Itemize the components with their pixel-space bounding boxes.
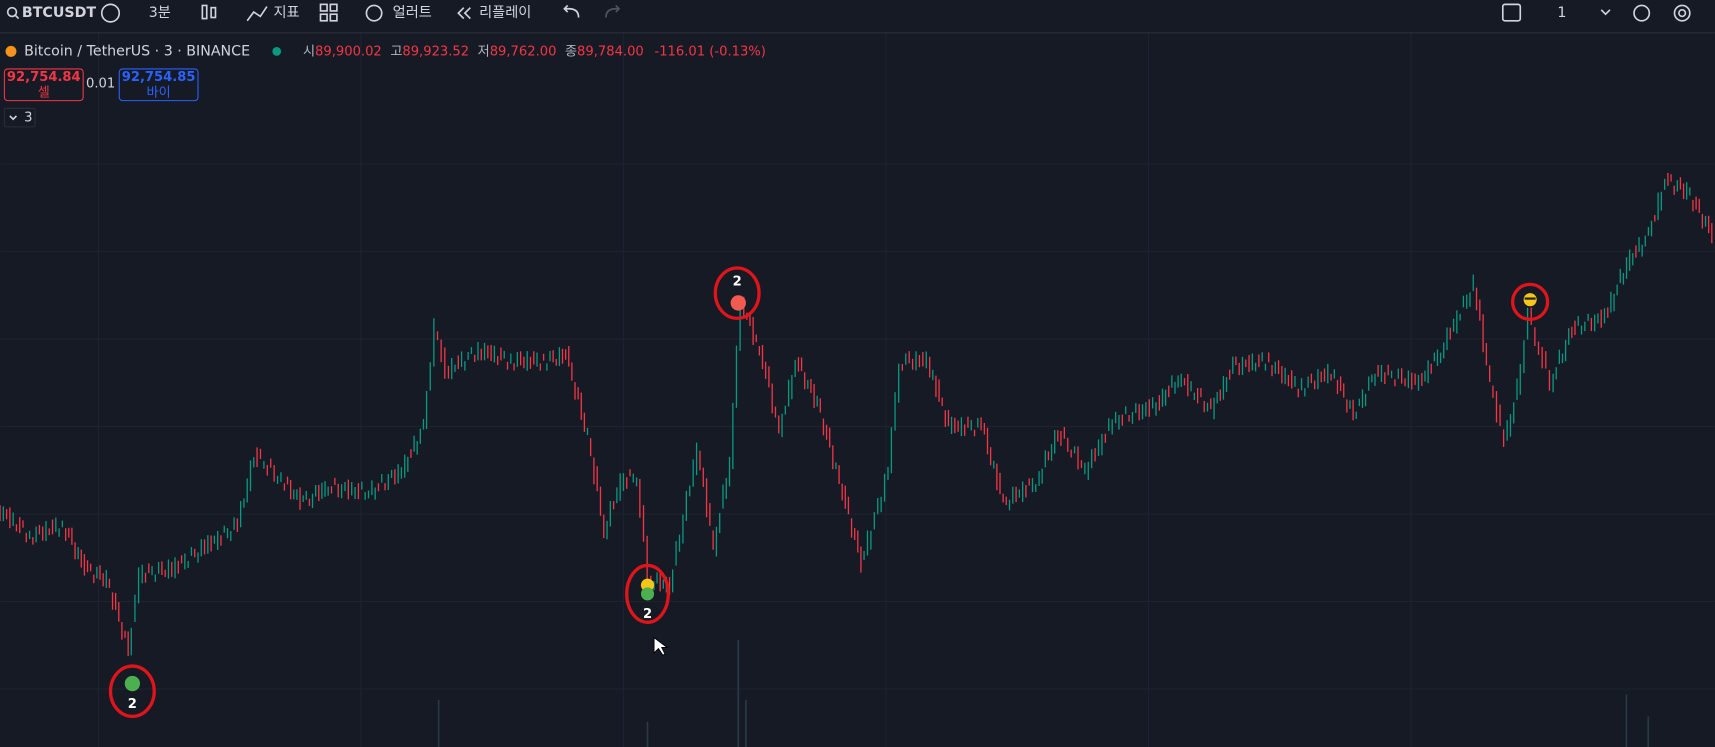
market-status — [272, 47, 282, 56]
buy-price[interactable]: 92,754.85 — [122, 70, 196, 85]
open-label: 시 — [303, 44, 315, 59]
volume — [437, 639, 1650, 747]
indicator-toggle[interactable] — [3, 107, 36, 128]
marker-label: 2 — [733, 275, 742, 290]
alert-icon[interactable] — [365, 4, 383, 22]
alert[interactable]: 얼러트 — [393, 4, 432, 21]
spread: 0.01 — [86, 77, 115, 92]
btc-icon — [5, 45, 17, 57]
interval[interactable]: 3분 — [149, 5, 171, 21]
indicator-count[interactable]: 3 — [24, 111, 32, 126]
low-label: 저 — [478, 43, 490, 59]
chart-type-icon[interactable] — [201, 4, 208, 20]
marker-sell[interactable]: 2 — [713, 266, 761, 320]
quick-search[interactable] — [1633, 4, 1651, 22]
templates-icon[interactable] — [319, 3, 328, 12]
buy-button[interactable] — [118, 68, 199, 102]
sell-price[interactable]: 92,754.84 — [7, 70, 81, 85]
ohlc: 시89,900.02 고89,923.52 저89,762.00 종89,784… — [303, 43, 766, 59]
layout-count[interactable]: 1 — [1557, 5, 1566, 21]
open: 89,900.02 — [315, 44, 382, 59]
replay-icon[interactable] — [457, 7, 465, 20]
indicators[interactable]: 지표 — [273, 4, 299, 21]
marker-label: 2 — [643, 607, 652, 622]
high-label: 고 — [390, 44, 402, 59]
price-chart — [0, 173, 1713, 657]
redo[interactable] — [605, 4, 621, 18]
symbol[interactable]: BTCUSDT — [22, 5, 96, 21]
cursor — [653, 636, 669, 656]
grid — [0, 32, 1715, 747]
marker-buy-1[interactable]: 2 — [108, 664, 156, 719]
toolbar: BTCUSDT 3분 지표 얼러트 리플레이 1 — [0, 0, 1715, 27]
close: 89,784.00 — [577, 44, 644, 59]
change: -116.01 (-0.13%) — [654, 44, 765, 59]
add-icon[interactable] — [100, 3, 121, 23]
marker-label: 2 — [128, 697, 137, 712]
marker-emoji[interactable] — [1510, 282, 1550, 322]
indicators-icon[interactable] — [246, 6, 268, 22]
sell-label[interactable]: 셀 — [38, 84, 50, 100]
layout-icon[interactable] — [1501, 3, 1522, 22]
undo[interactable] — [563, 4, 580, 18]
settings[interactable] — [1673, 4, 1691, 22]
marker-buy-2[interactable]: 2 — [625, 563, 670, 624]
legend-title: Bitcoin / TetherUS · 3 · BINANCE — [24, 43, 250, 59]
sell-button[interactable] — [3, 68, 84, 102]
close-label: 종 — [565, 44, 577, 59]
replay[interactable]: 리플레이 — [479, 4, 531, 21]
high: 89,923.52 — [402, 44, 469, 59]
buy-label[interactable]: 바이 — [147, 84, 171, 100]
low: 89,762.00 — [490, 44, 557, 59]
